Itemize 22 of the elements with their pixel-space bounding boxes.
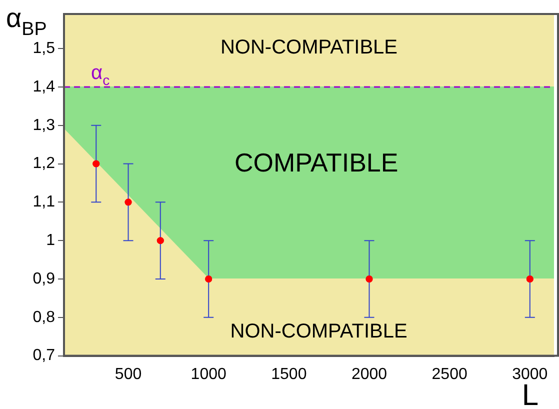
x-tick-label: 1500 [271,366,307,383]
annotation: NON-COMPATIBLE [230,320,408,342]
y-tick-label: 1,5 [32,40,56,57]
annotation: COMPATIBLE [234,148,398,178]
annotation: NON-COMPATIBLE [220,36,398,59]
y-tick-label: 1,4 [32,78,56,96]
point [156,237,164,244]
y-tick-label: 0,7 [32,347,56,364]
x-tick-label: 1000 [190,366,226,383]
point [366,275,373,282]
point [92,160,100,168]
point [124,198,132,206]
x-tick-label: 2500 [432,366,468,383]
y-tick-label: 1,3 [32,116,56,134]
point [526,275,534,282]
x-tick-label: 2000 [351,366,388,383]
y-tick-label: 1,2 [32,155,56,172]
y-tick-label: 0,8 [32,308,56,326]
y-tick-label: 1,1 [32,194,56,211]
y-tick-label: 0,9 [32,270,56,288]
y-tick-label: 1 [46,232,56,249]
x-tick-label: 500 [114,366,142,383]
